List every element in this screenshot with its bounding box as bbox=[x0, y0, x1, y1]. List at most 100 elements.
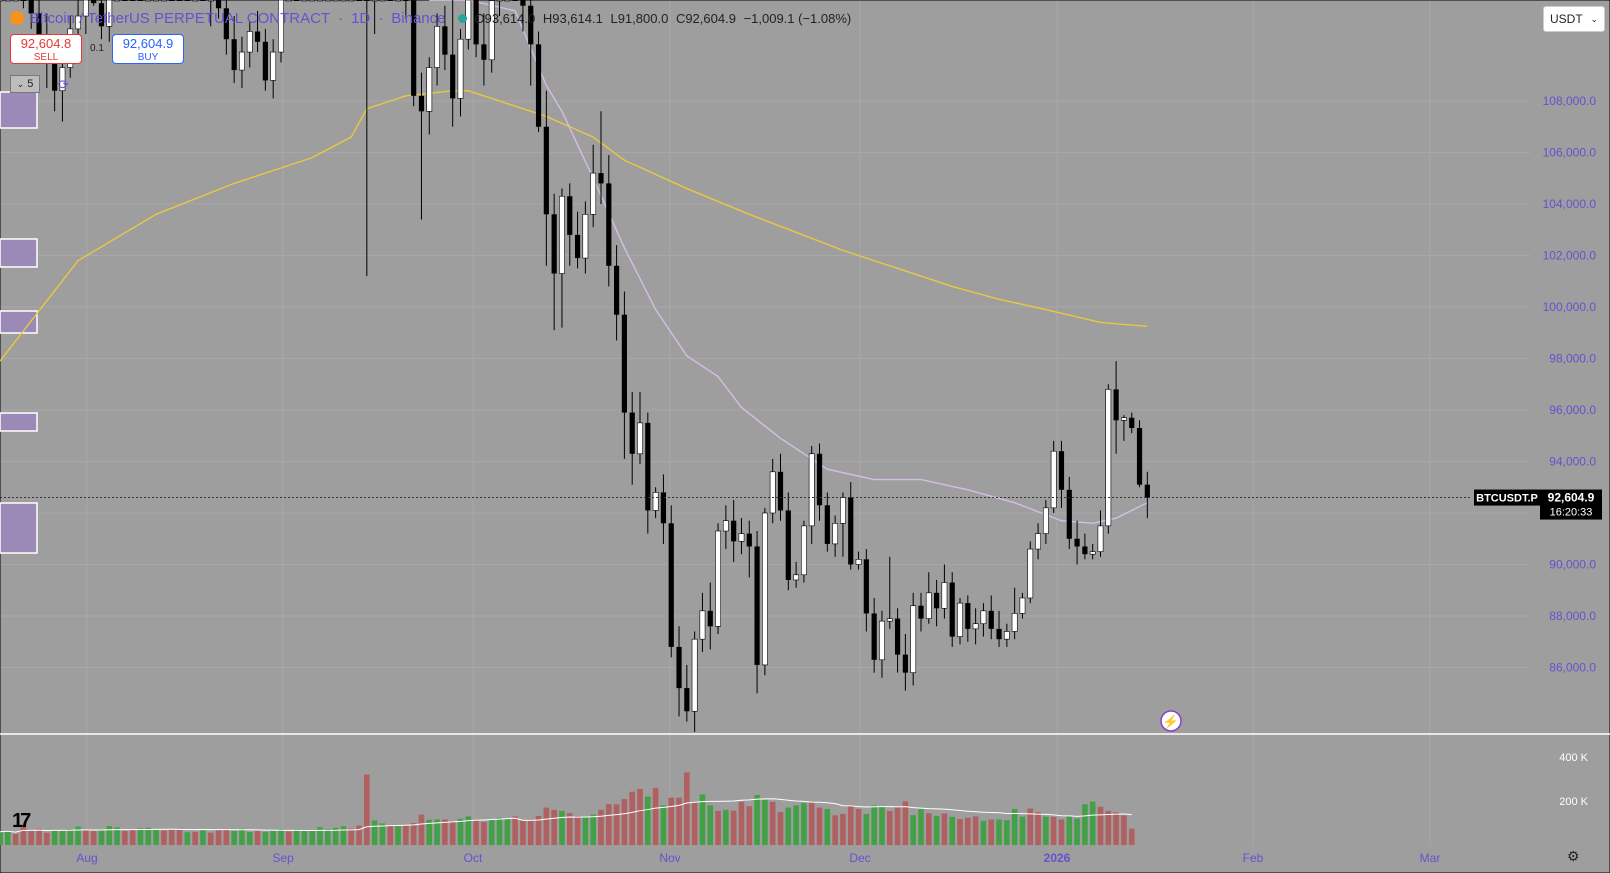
volume-bar bbox=[83, 829, 89, 845]
ma-line bbox=[429, 0, 1148, 525]
volume-bar bbox=[1097, 806, 1104, 845]
candle bbox=[28, 0, 34, 29]
volume-bar bbox=[192, 831, 198, 845]
interval[interactable]: 1D bbox=[351, 9, 371, 27]
volume-bar bbox=[980, 820, 987, 845]
volume-bar bbox=[1066, 816, 1073, 845]
candle bbox=[574, 211, 581, 269]
currency-select[interactable]: USDT ⌄ bbox=[1543, 6, 1605, 32]
candle bbox=[106, 0, 113, 42]
candle bbox=[582, 201, 589, 274]
symbol-title[interactable]: Bitcoin / TetherUS PERPETUAL CONTRACT bbox=[30, 9, 331, 27]
volume-bar bbox=[145, 827, 152, 845]
zone-marker bbox=[0, 310, 38, 334]
candle bbox=[715, 523, 721, 635]
alert-icon[interactable]: ⚡ bbox=[1160, 710, 1182, 732]
volume-bar bbox=[824, 808, 831, 845]
candle bbox=[848, 482, 854, 570]
candle bbox=[262, 28, 268, 91]
volume-bar bbox=[207, 832, 214, 845]
candle bbox=[785, 492, 791, 591]
volume-bar bbox=[90, 831, 97, 845]
candle bbox=[1089, 543, 1096, 560]
candle bbox=[301, 0, 308, 2]
volume-bar bbox=[941, 813, 948, 845]
volume-bar bbox=[707, 805, 714, 845]
volume-bar bbox=[270, 830, 276, 845]
volume-bar bbox=[590, 814, 596, 845]
indicator-collapse-button[interactable]: ⌄ 5 bbox=[10, 75, 40, 93]
volume-tick-label: 400 K bbox=[1559, 752, 1588, 764]
tradingview-logo-icon[interactable]: 17 bbox=[12, 810, 31, 832]
volume-bar bbox=[215, 830, 222, 845]
candle bbox=[153, 0, 159, 2]
candle bbox=[761, 507, 768, 676]
candle bbox=[442, 5, 448, 71]
zone-marker bbox=[0, 412, 38, 432]
settings-gear-icon[interactable]: ⚙ bbox=[1567, 848, 1580, 864]
candle bbox=[114, 0, 120, 2]
candle bbox=[169, 0, 175, 1]
candle bbox=[957, 597, 963, 645]
candle bbox=[82, 0, 89, 35]
svg-text:⚡: ⚡ bbox=[1163, 714, 1179, 730]
volume-bar bbox=[1027, 808, 1034, 845]
symbol-header[interactable]: Bitcoin / TetherUS PERPETUAL CONTRACT · … bbox=[10, 8, 855, 28]
candle bbox=[371, 0, 378, 35]
volume-bar bbox=[5, 830, 11, 845]
volume-bar bbox=[75, 826, 81, 845]
candle bbox=[145, 0, 152, 2]
candle bbox=[894, 608, 901, 673]
candle bbox=[98, 0, 105, 40]
volume-bar bbox=[972, 816, 979, 845]
volume-bar bbox=[793, 805, 799, 845]
time-tick-label: Aug bbox=[76, 851, 97, 865]
volume-bar bbox=[200, 829, 206, 845]
volume-bar bbox=[1035, 812, 1041, 845]
volume-bar bbox=[1004, 820, 1010, 845]
volume-axis: 400 K 200 K bbox=[1559, 752, 1588, 808]
volume-bar bbox=[129, 829, 136, 845]
candle bbox=[777, 453, 784, 521]
ohlc-close: C92,604.9 bbox=[675, 10, 736, 26]
candle bbox=[886, 556, 893, 629]
sell-button[interactable]: 92,604.8 SELL bbox=[10, 34, 82, 64]
volume-bar bbox=[161, 830, 167, 845]
candle bbox=[746, 520, 752, 578]
volume-bar bbox=[847, 805, 854, 845]
candle bbox=[808, 446, 815, 544]
candle bbox=[988, 595, 994, 640]
volume-bar bbox=[1043, 816, 1049, 845]
price-axis[interactable]: 86,000.088,000.090,000.092,000.094,000.0… bbox=[1543, 94, 1597, 675]
candle bbox=[348, 0, 355, 2]
volume-bar bbox=[621, 799, 628, 845]
volume-bar bbox=[0, 831, 3, 845]
volume-bar bbox=[137, 828, 144, 845]
volume-bar bbox=[12, 834, 19, 845]
volume-bar bbox=[20, 824, 27, 845]
candle bbox=[223, 0, 229, 55]
candle bbox=[1027, 541, 1034, 604]
refresh-icon[interactable]: ⟳ bbox=[58, 77, 69, 92]
volume-bar bbox=[808, 802, 815, 845]
candle bbox=[91, 0, 97, 6]
buy-button[interactable]: 92,604.9 BUY bbox=[112, 34, 184, 64]
price-tag-countdown: 16:20:33 bbox=[1550, 507, 1593, 519]
volume-bar bbox=[481, 821, 487, 845]
volume-bar bbox=[512, 816, 518, 845]
sell-label: SELL bbox=[33, 52, 59, 63]
candle bbox=[754, 531, 760, 694]
candle bbox=[1035, 523, 1041, 560]
candle bbox=[496, 0, 503, 17]
volume-bar bbox=[449, 821, 456, 845]
volume-bar bbox=[582, 816, 589, 845]
price-tick-label: 100,000.0 bbox=[1543, 300, 1597, 314]
candle bbox=[684, 664, 690, 722]
volume-bar bbox=[1058, 819, 1065, 845]
candle bbox=[285, 0, 292, 2]
time-axis[interactable]: Aug Sep Oct Nov Dec 2026 Feb Mar bbox=[76, 851, 1440, 865]
exchange: Binance bbox=[391, 9, 446, 27]
ohlc-high: H93,614.1 bbox=[542, 10, 603, 26]
candle bbox=[0, 0, 3, 2]
